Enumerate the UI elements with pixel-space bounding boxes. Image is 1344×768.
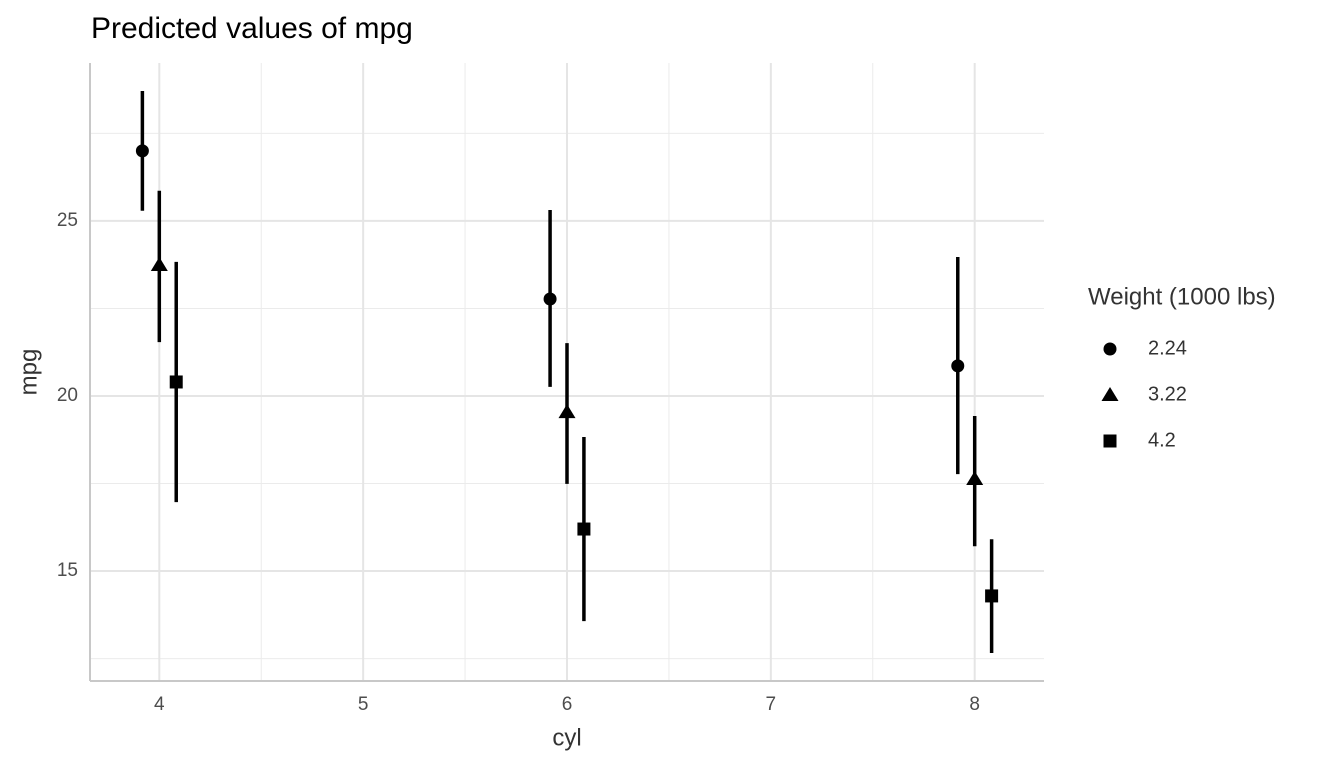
point: [951, 359, 965, 373]
legend-key: [1101, 387, 1119, 401]
x-tick-label: 6: [562, 694, 573, 715]
x-axis-title: cyl: [552, 724, 581, 751]
y-tick-label: 25: [57, 210, 78, 231]
x-tick-label: 5: [358, 694, 369, 715]
legend-key: [1103, 434, 1117, 448]
y-axis-title: mpg: [15, 349, 42, 396]
legend-title: Weight (1000 lbs): [1088, 283, 1276, 310]
point: [169, 375, 183, 389]
x-tick-label: 8: [969, 694, 980, 715]
point: [543, 292, 557, 306]
point: [985, 589, 999, 603]
x-tick-label: 7: [766, 694, 777, 715]
point: [966, 470, 984, 485]
legend-key: [1103, 342, 1117, 356]
legend-label: 3.22: [1148, 383, 1187, 405]
legend-label: 4.2: [1148, 429, 1176, 451]
y-tick-label: 20: [57, 385, 78, 406]
point: [577, 522, 591, 536]
legend-label: 2.24: [1148, 337, 1187, 359]
x-tick-label: 4: [154, 694, 165, 715]
point: [150, 257, 168, 272]
y-tick-label: 15: [57, 560, 78, 581]
point: [558, 404, 576, 419]
chart-title: Predicted values of mpg: [91, 12, 413, 45]
point: [135, 144, 149, 158]
